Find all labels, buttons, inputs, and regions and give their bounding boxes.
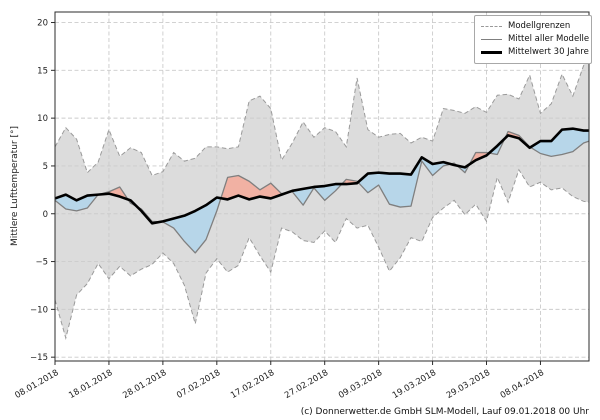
dashed-line-sample-icon [481,25,502,27]
legend-item-mittelwert-30-jahre: Mittelwert 30 Jahre [481,46,589,58]
grid-lines [54,12,589,361]
svg-text:28.01.2018: 28.01.2018 [121,368,168,401]
x-tick-labels: 08.01.2018 18.01.2018 28.01.2018 07.02.2018… [13,368,546,401]
svg-text:08.01.2018: 08.01.2018 [13,368,60,401]
axes-frame [51,11,590,365]
legend-item-mittel-aller-modelle: Mittel aller Modelle [481,33,589,45]
svg-text:10: 10 [37,114,48,124]
svg-text:19.03.2018: 19.03.2018 [391,368,438,401]
climate-mean-line [54,127,589,225]
svg-text:0: 0 [43,210,48,220]
legend-label: Modellgrenzen [508,21,571,31]
gray-line-sample-icon [481,38,502,40]
legend: Modellgrenzen Mittel aller Modelle Mitte… [474,15,592,64]
svg-text:29.03.2018: 29.03.2018 [445,368,492,401]
svg-text:20: 20 [37,19,48,29]
svg-text:18.01.2018: 18.01.2018 [67,368,114,401]
svg-text:−10: −10 [30,305,48,315]
copyright-caption: (c) Donnerwetter.de GmbH SLM-Modell, Lau… [300,407,589,417]
svg-text:−5: −5 [35,258,48,268]
svg-text:09.03.2018: 09.03.2018 [337,368,384,401]
svg-text:17.02.2018: 17.02.2018 [229,368,276,401]
svg-text:07.02.2018: 07.02.2018 [175,368,222,401]
legend-item-modellgrenzen: Modellgrenzen [481,20,585,32]
legend-label: Mittelwert 30 Jahre [508,47,589,57]
svg-text:08.04.2018: 08.04.2018 [499,368,546,401]
svg-text:15: 15 [37,66,48,76]
y-tick-labels: 20 15 10 5 0 −5 −10 −15 [30,19,48,364]
legend-label: Mittel aller Modelle [508,34,590,44]
y-axis-label: Mittlere Lufttemperatur [°] [10,126,20,246]
black-line-sample-icon [481,50,502,54]
svg-text:−15: −15 [30,353,48,363]
svg-text:5: 5 [43,162,48,172]
model-range-edges [54,54,590,340]
svg-text:27.02.2018: 27.02.2018 [283,368,330,401]
